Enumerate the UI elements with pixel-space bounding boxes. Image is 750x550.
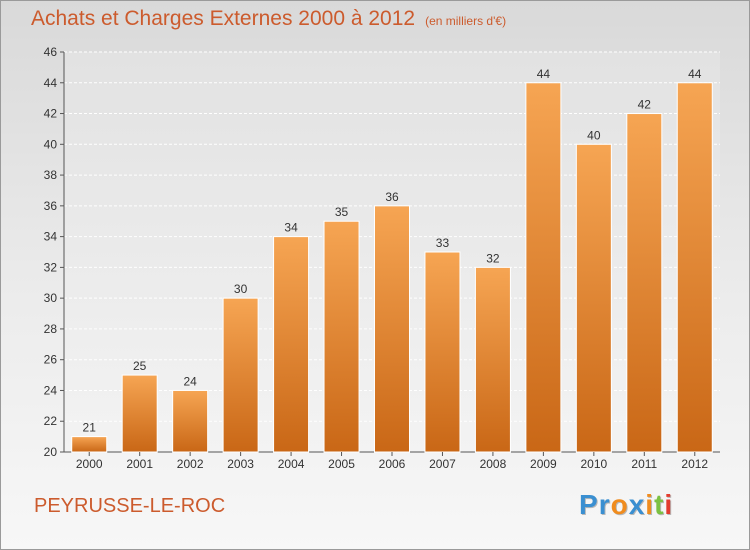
x-tick-label: 2010 <box>580 457 607 471</box>
y-tick-label: 36 <box>44 199 58 213</box>
y-tick-label: 28 <box>44 322 58 336</box>
x-tick-label: 2008 <box>480 457 507 471</box>
x-tick-label: 2012 <box>681 457 708 471</box>
chart-title: Achats et Charges Externes 2000 à 2012 (e… <box>31 7 506 31</box>
bar-value-label: 30 <box>234 282 248 296</box>
y-tick-label: 42 <box>44 107 58 121</box>
proxiti-logo: Proxiti <box>579 489 673 521</box>
x-tick-label: 2007 <box>429 457 456 471</box>
bar-value-label: 24 <box>183 374 197 388</box>
brand-letter: o <box>610 489 629 520</box>
bar <box>525 82 562 453</box>
x-tick-label: 2004 <box>278 457 305 471</box>
x-tick-label: 2009 <box>530 457 557 471</box>
bar <box>676 82 713 453</box>
bar <box>323 220 360 453</box>
brand-letter: P <box>579 489 599 520</box>
y-tick-label: 40 <box>44 137 58 151</box>
brand-letter: x <box>628 489 646 520</box>
y-tick-label: 44 <box>44 76 58 90</box>
bar-value-label: 40 <box>587 128 601 142</box>
bar <box>575 143 612 453</box>
bar-value-label: 25 <box>133 359 147 373</box>
bar <box>172 389 209 453</box>
x-tick-label: 2006 <box>379 457 406 471</box>
brand-letter: i <box>664 489 674 520</box>
bar-value-label: 33 <box>436 236 450 250</box>
x-tick-label: 2005 <box>328 457 355 471</box>
x-tick-label: 2002 <box>177 457 204 471</box>
brand-letter: r <box>598 489 611 520</box>
y-tick-label: 38 <box>44 168 58 182</box>
bar-value-label: 42 <box>638 98 652 112</box>
chart-subtitle: (en milliers d'€) <box>425 14 507 28</box>
bar <box>474 266 511 453</box>
bar-value-label: 32 <box>486 251 500 265</box>
bar-value-label: 21 <box>83 421 97 435</box>
bar <box>374 205 410 453</box>
bar <box>222 297 259 453</box>
bar <box>71 436 108 453</box>
title-text: Achats et Charges Externes 2000 à 2012 <box>31 7 416 30</box>
bar <box>273 236 310 453</box>
y-tick-label: 32 <box>44 260 58 274</box>
bar-value-label: 35 <box>335 205 349 219</box>
y-tick-label: 22 <box>44 414 58 428</box>
y-tick-label: 46 <box>44 45 58 59</box>
x-tick-label: 2003 <box>227 457 254 471</box>
bar-value-label: 36 <box>385 190 399 204</box>
bar <box>424 251 461 453</box>
y-tick-label: 24 <box>44 383 58 397</box>
bar-value-label: 44 <box>537 67 551 81</box>
y-tick-label: 26 <box>44 353 58 367</box>
bar-value-label: 34 <box>284 221 298 235</box>
x-tick-label: 2011 <box>631 457 657 471</box>
x-tick-label: 2001 <box>126 457 153 471</box>
commune-name: PEYRUSSE-LE-ROC <box>34 495 226 517</box>
brand-letter: i <box>645 489 655 520</box>
x-tick-label: 2000 <box>76 457 103 471</box>
bar <box>626 113 663 453</box>
bar-value-label: 44 <box>688 67 702 81</box>
bar <box>121 374 158 453</box>
y-tick-label: 30 <box>44 291 58 305</box>
y-tick-label: 34 <box>44 230 58 244</box>
brand-letter: t <box>654 489 665 520</box>
y-tick-label: 20 <box>44 445 58 459</box>
